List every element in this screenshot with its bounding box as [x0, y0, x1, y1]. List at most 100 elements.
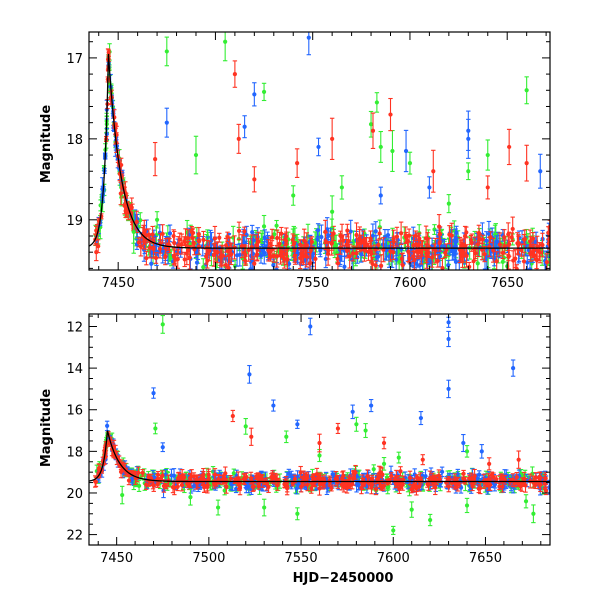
model-curve	[89, 430, 550, 483]
data-point-green	[531, 504, 536, 524]
lightcurve-point-red	[147, 477, 153, 486]
lightcurve-point-red	[283, 243, 289, 266]
data-point-green	[354, 416, 359, 432]
lightcurve-point-red	[534, 235, 540, 257]
data-point-blue	[446, 316, 451, 328]
data-point-red	[252, 166, 257, 193]
data-point-green	[391, 525, 396, 535]
lightcurve-point-red	[290, 233, 296, 247]
lightcurve-point-red	[365, 469, 370, 483]
x-tick-label: 7500	[199, 276, 232, 291]
data-point-blue	[308, 317, 313, 336]
lightcurve-point-blue	[104, 420, 110, 432]
data-point-green	[243, 418, 248, 435]
data-point-red	[335, 422, 341, 434]
lightcurve-point-red	[259, 474, 264, 482]
lightcurve-point-red	[94, 243, 99, 262]
lightcurve-point-red	[461, 469, 466, 478]
top-y-axis-label: Magnitude	[39, 105, 54, 184]
lightcurve-point-red	[407, 470, 413, 486]
lightcurve-point-red	[530, 232, 536, 246]
lightcurve-point-green	[261, 214, 267, 238]
lightcurve-point-red	[219, 244, 224, 268]
lightcurve-point-red	[350, 478, 355, 490]
lightcurve-point-blue	[527, 259, 533, 270]
lightcurve-point-blue	[246, 479, 251, 494]
lightcurve-point-red	[433, 237, 438, 264]
data-point-green	[188, 488, 193, 506]
lightcurve-point-red	[360, 478, 365, 491]
lightcurve-point-red	[307, 252, 313, 270]
data-point-green	[409, 501, 414, 518]
lightcurve-point-red	[216, 474, 221, 485]
lightcurve-point-red	[437, 226, 443, 242]
bottom-axes-frame	[88, 313, 551, 546]
data-point-blue	[427, 176, 432, 199]
data-point-green	[339, 175, 345, 200]
lightcurve-point-red	[509, 232, 514, 243]
data-point-blue	[479, 444, 484, 459]
lightcurve-point-red	[239, 234, 245, 259]
lightcurve-point-red	[160, 224, 165, 244]
lightcurve-point-red	[138, 236, 144, 257]
lightcurve-point-red	[345, 223, 350, 238]
lightcurve-point-red	[323, 219, 328, 244]
model-curve	[89, 53, 550, 249]
data-point-green	[368, 110, 374, 138]
top-data-points	[89, 32, 550, 270]
lightcurve-point-red	[538, 476, 543, 493]
lightcurve-point-red	[544, 253, 550, 270]
lightcurve-point-red	[150, 225, 155, 244]
lightcurve-point-red	[226, 254, 231, 270]
lightcurve-point-red	[189, 225, 194, 238]
lightcurve-point-red	[207, 240, 212, 262]
data-point-blue	[403, 129, 409, 173]
lightcurve-point-red	[157, 239, 163, 259]
data-point-blue	[461, 433, 466, 453]
lightcurve-point-blue	[494, 235, 499, 248]
data-point-green	[464, 497, 470, 514]
lightcurve-point-red	[354, 247, 359, 259]
data-point-green	[261, 82, 267, 102]
bottom-panel: 7450 7500 7550 7600 7650 12 14 16 18 20 22 Magnit…	[39, 313, 551, 586]
data-point-blue	[271, 399, 276, 412]
lightcurve-point-blue	[262, 229, 267, 246]
lightcurve-point-red	[497, 232, 503, 257]
data-point-red	[236, 123, 241, 154]
data-point-red	[370, 112, 376, 150]
lightcurve-point-red	[373, 260, 378, 270]
x-tick-label: 7550	[296, 276, 329, 291]
y-tick-label: 17	[66, 52, 83, 67]
lightcurve-point-red	[304, 232, 309, 259]
data-point-red	[516, 450, 521, 469]
data-point-green	[154, 211, 160, 229]
lightcurve-point-red	[175, 482, 180, 492]
lightcurve-point-red	[534, 248, 539, 270]
lightcurve-point-blue	[375, 251, 381, 262]
lightcurve-point-green	[371, 464, 376, 475]
lightcurve-point-blue	[373, 221, 378, 242]
lightcurve-point-red	[459, 241, 464, 264]
lightcurve-point-blue	[315, 223, 321, 238]
data-point-green	[119, 485, 125, 505]
bottom-y-tick-labels: 12 14 16 18 20 22	[66, 320, 83, 543]
data-point-green	[374, 92, 380, 113]
lightcurve-point-red	[144, 250, 149, 266]
bottom-data-points	[89, 314, 550, 535]
lightcurve-point-red	[335, 253, 341, 270]
lightcurve-point-red	[277, 231, 282, 256]
lightcurve-point-blue	[237, 243, 242, 267]
top-x-tick-labels: 7450 7500 7550 7600 7650	[102, 276, 524, 291]
y-tick-label: 14	[66, 362, 83, 377]
lightcurve-point-blue	[286, 468, 292, 479]
lightcurve-point-red	[173, 252, 179, 267]
data-point-green	[329, 195, 335, 229]
data-point-blue	[242, 115, 247, 139]
lightcurve-point-green	[201, 258, 206, 270]
lightcurve-point-red	[96, 463, 102, 473]
bottom-y-axis-label: Magnitude	[39, 389, 54, 468]
data-point-red	[152, 141, 158, 177]
lightcurve-point-red	[527, 229, 533, 254]
bottom-x-tick-labels: 7450 7500 7550 7600 7650	[100, 551, 502, 566]
